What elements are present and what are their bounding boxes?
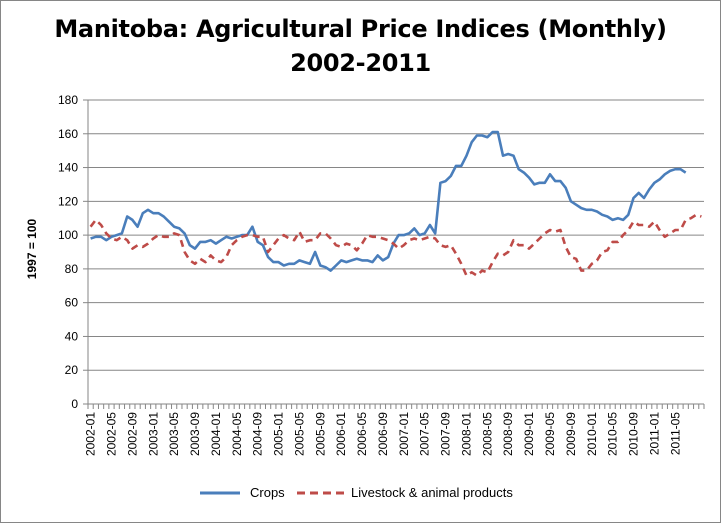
legend-swatch-livestock <box>297 491 345 494</box>
chart-subtitle: 2002-2011 <box>290 49 431 77</box>
x-tick-label: 2005-09 <box>313 412 327 456</box>
legend-item-livestock: Livestock & animal products <box>297 485 513 500</box>
y-tick-label: 140 <box>58 161 78 175</box>
x-tick-label: 2010-01 <box>585 412 599 456</box>
y-tick-label: 0 <box>71 397 78 411</box>
axes <box>87 100 704 405</box>
x-axis-ticks: 2002-01 2002-05 2002-09 2003-01 2003-05 2003-… <box>84 404 705 456</box>
x-tick-label: 2009-05 <box>543 412 557 456</box>
x-tick-label: 2010-05 <box>606 412 620 456</box>
legend-swatch-crops <box>200 491 240 494</box>
legend: Crops Livestock & animal products <box>0 485 721 511</box>
x-tick-label: 2004-09 <box>251 412 265 456</box>
x-tick-label: 2009-09 <box>564 412 578 456</box>
x-tick-label: 2006-01 <box>334 412 348 456</box>
legend-item-crops: Crops <box>200 485 285 500</box>
x-tick-label: 2005-05 <box>292 412 306 456</box>
x-tick-label: 2009-01 <box>522 412 536 456</box>
x-tick-label: 2010-09 <box>627 412 641 456</box>
y-tick-label: 160 <box>58 127 78 141</box>
y-tick-label: 40 <box>65 329 79 343</box>
x-tick-label: 2007-09 <box>439 412 453 456</box>
chart-title: Manitoba: Agricultural Price Indices (Mo… <box>54 15 667 43</box>
x-tick-label: 2006-09 <box>376 412 390 456</box>
y-tick-label: 80 <box>65 262 79 276</box>
y-axis-ticks: 0 20 40 60 80 100 120 140 160 180 <box>58 93 88 411</box>
y-tick-label: 120 <box>58 194 78 208</box>
x-tick-label: 2006-05 <box>355 412 369 456</box>
x-tick-label: 2004-05 <box>230 412 244 456</box>
legend-label-crops: Crops <box>250 485 285 500</box>
x-tick-label: 2003-09 <box>188 412 202 456</box>
y-tick-label: 100 <box>58 228 78 242</box>
x-tick-label: 2007-05 <box>418 412 432 456</box>
series-lines <box>89 130 702 277</box>
x-tick-label: 2011-05 <box>668 412 682 455</box>
x-tick-label: 2002-01 <box>84 412 98 456</box>
x-tick-label: 2002-09 <box>125 412 139 456</box>
y-tick-label: 20 <box>65 363 79 377</box>
gridlines <box>88 99 704 371</box>
x-tick-label: 2005-01 <box>272 412 286 456</box>
x-tick-label: 2008-09 <box>501 412 515 456</box>
x-tick-label: 2004-01 <box>209 412 223 456</box>
series-line-crops <box>90 130 687 272</box>
y-tick-label: 180 <box>58 93 78 107</box>
x-tick-label: 2008-01 <box>459 412 473 456</box>
x-tick-label: 2008-05 <box>480 412 494 456</box>
x-tick-label: 2003-01 <box>146 412 160 456</box>
x-tick-label: 2007-01 <box>397 412 411 456</box>
x-tick-label: 2003-05 <box>167 412 181 456</box>
legend-label-livestock: Livestock & animal products <box>351 485 513 500</box>
y-tick-label: 60 <box>65 296 79 310</box>
series-line-livestock <box>89 213 702 277</box>
x-tick-label: 2002-05 <box>104 412 118 456</box>
x-tick-label: 2011-01 <box>647 412 661 455</box>
